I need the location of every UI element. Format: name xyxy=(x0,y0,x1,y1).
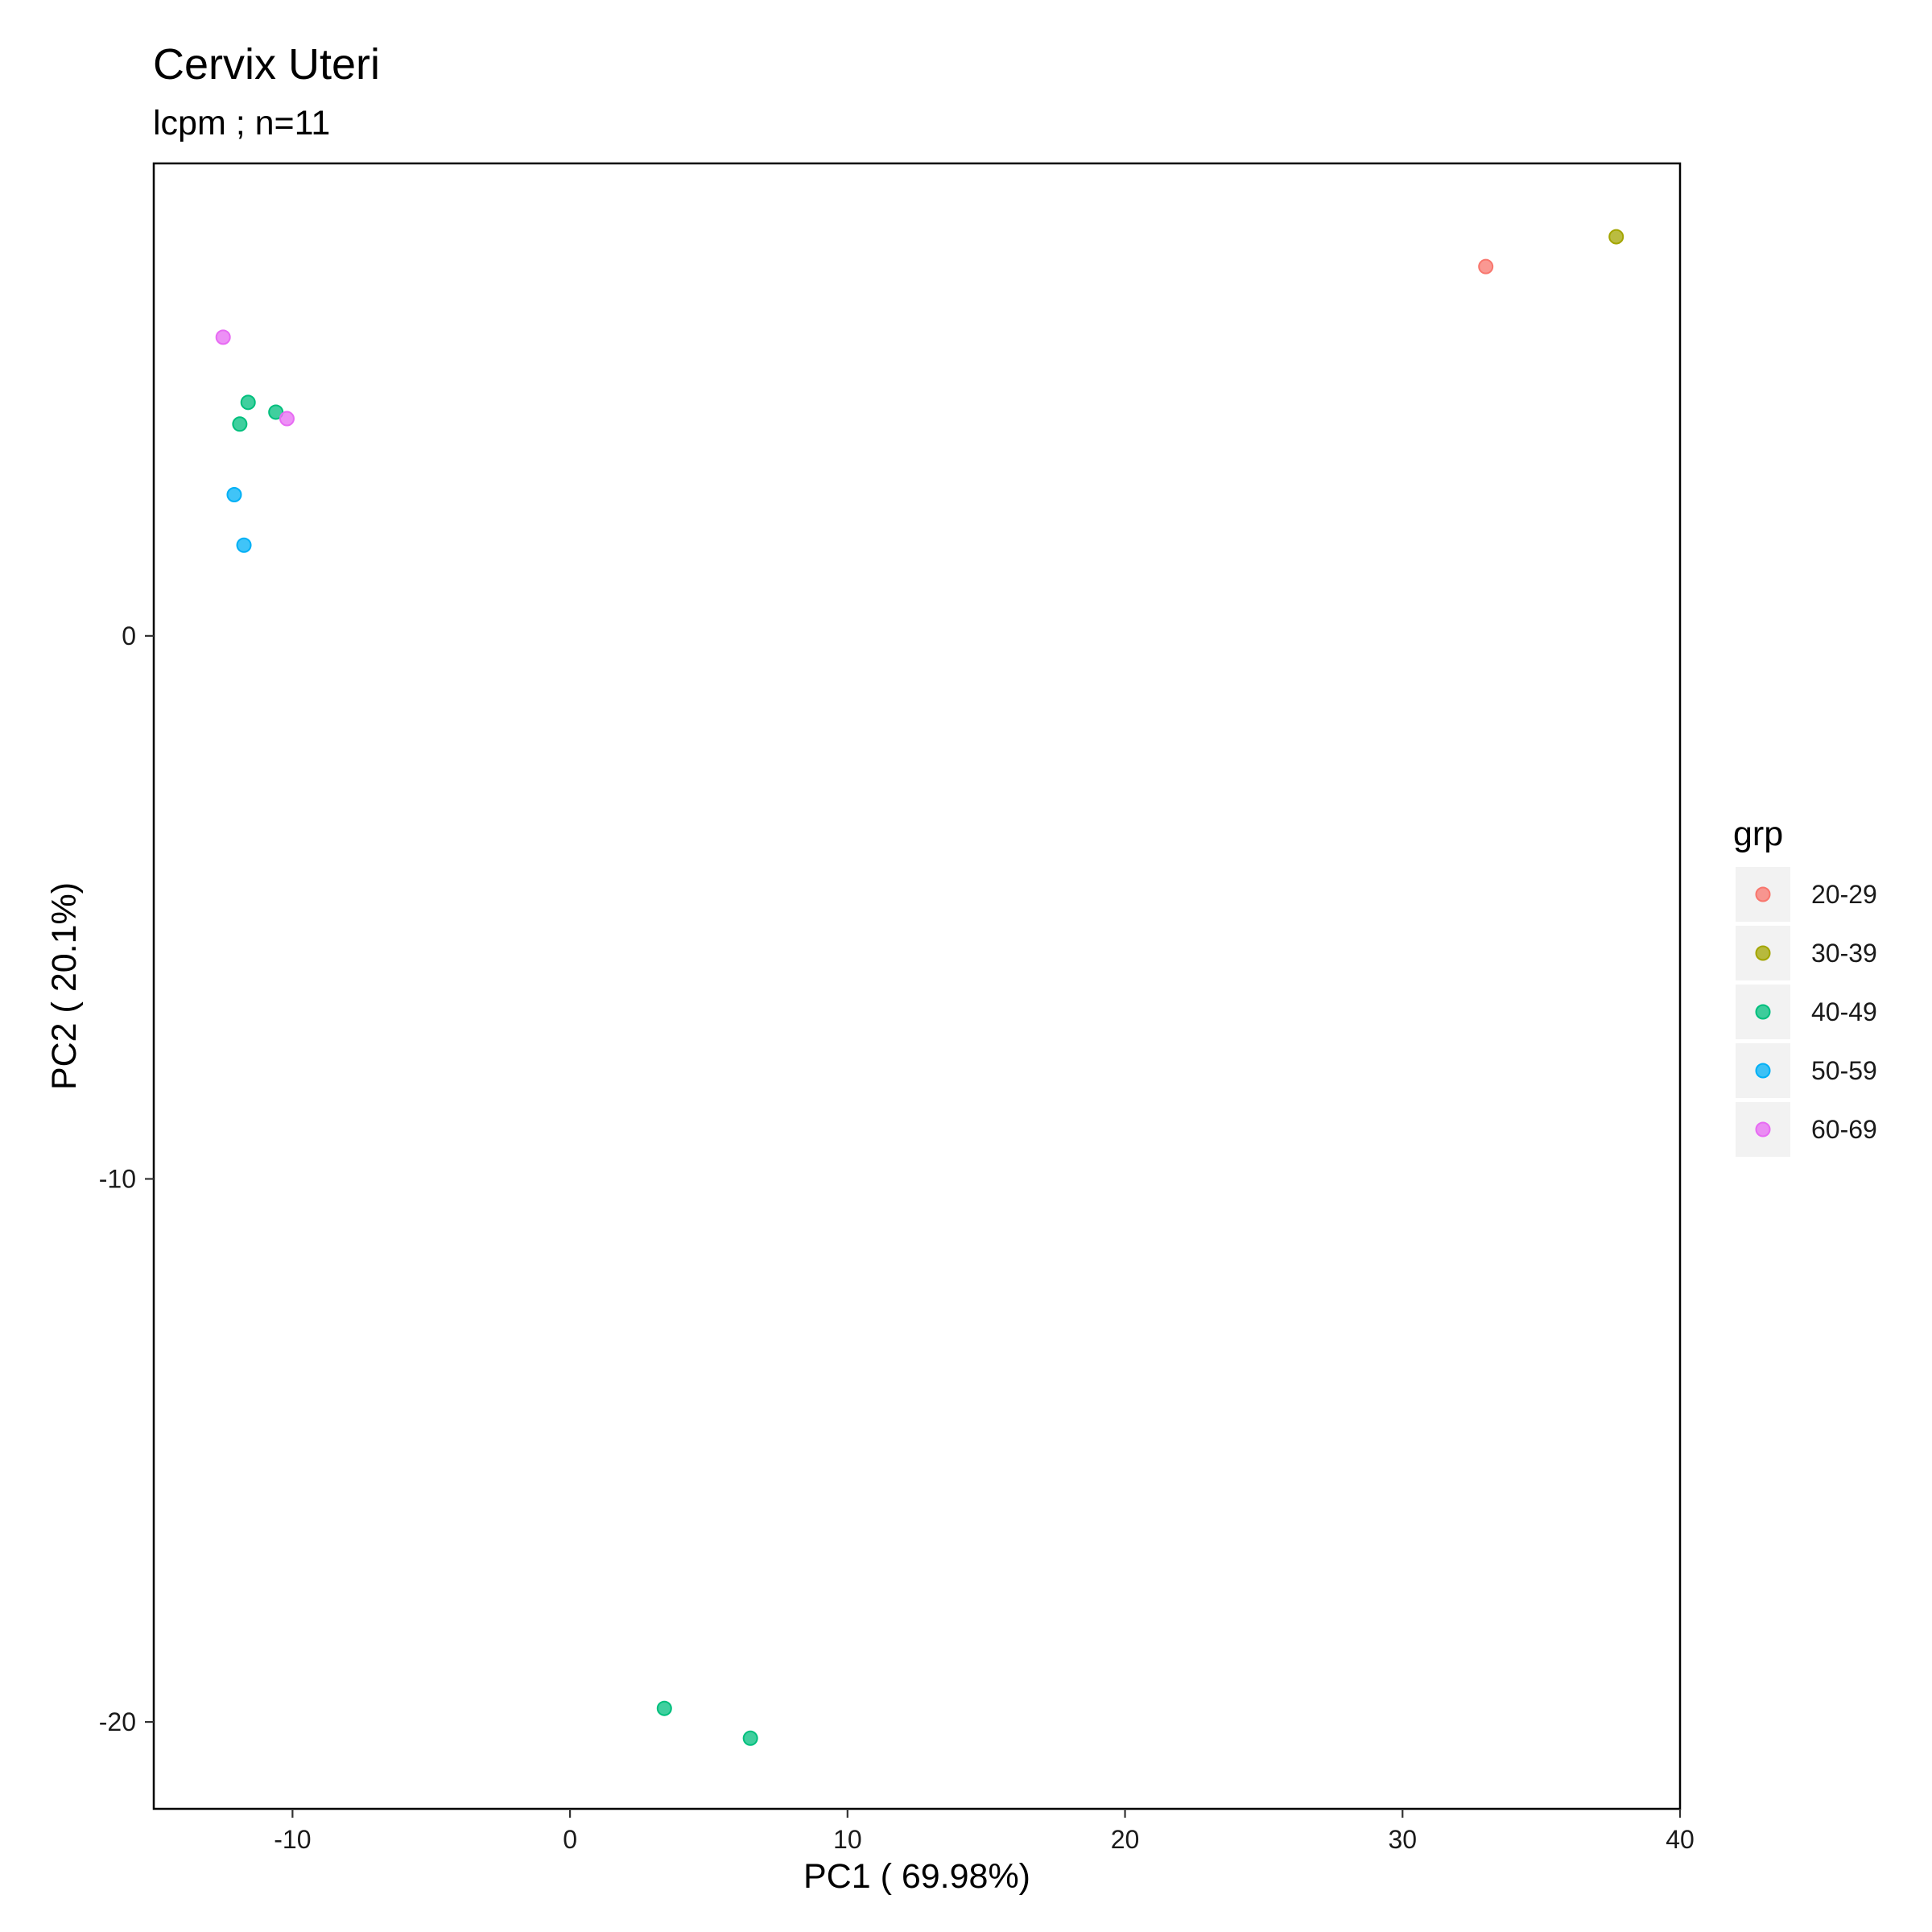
point-30-39 xyxy=(1608,229,1624,245)
point-40-49 xyxy=(656,1700,672,1716)
x-tick-label: 0 xyxy=(563,1825,577,1854)
legend-label-60-69: 60-69 xyxy=(1811,1115,1877,1144)
point-20-29 xyxy=(1478,258,1494,275)
point-40-49 xyxy=(232,416,248,432)
y-tick-label: 0 xyxy=(122,621,136,650)
legend-swatch-20-29 xyxy=(1755,886,1771,902)
legend-label-20-29: 20-29 xyxy=(1811,880,1877,909)
y-axis: -20 -10 0 xyxy=(99,621,154,1736)
legend: grp 20-29 30-39 40-49 50-59 60-69 xyxy=(1733,815,1877,1157)
y-tick-label: -10 xyxy=(99,1164,136,1193)
legend-title: grp xyxy=(1733,815,1783,853)
x-axis: -10 0 10 20 30 40 xyxy=(274,1809,1695,1854)
chart-subtitle: lcpm ; n=11 xyxy=(153,104,330,142)
point-60-69 xyxy=(279,411,295,427)
y-axis-title: PC2 ( 20.1%) xyxy=(45,882,84,1090)
point-50-59 xyxy=(236,537,252,553)
legend-swatch-40-49 xyxy=(1755,1004,1771,1020)
x-tick-label: 20 xyxy=(1111,1825,1140,1854)
legend-swatch-50-59 xyxy=(1755,1063,1771,1079)
data-points xyxy=(215,229,1624,1746)
plot-panel xyxy=(152,162,1682,1810)
point-40-49 xyxy=(268,404,284,420)
y-tick-label: -20 xyxy=(99,1707,136,1736)
x-tick-label: 30 xyxy=(1388,1825,1417,1854)
point-40-49 xyxy=(240,394,256,411)
legend-swatch-60-69 xyxy=(1755,1121,1771,1137)
legend-label-50-59: 50-59 xyxy=(1811,1056,1877,1085)
chart-title: Cervix Uteri xyxy=(153,40,380,89)
legend-label-30-39: 30-39 xyxy=(1811,939,1877,968)
point-40-49 xyxy=(742,1730,758,1746)
point-60-69 xyxy=(215,329,231,345)
x-tick-label: 10 xyxy=(833,1825,862,1854)
legend-label-40-49: 40-49 xyxy=(1811,997,1877,1026)
point-50-59 xyxy=(226,486,242,502)
x-tick-label: 40 xyxy=(1666,1825,1695,1854)
x-tick-label: -10 xyxy=(274,1825,311,1854)
x-axis-title: PC1 ( 69.98%) xyxy=(803,1857,1030,1896)
legend-swatch-30-39 xyxy=(1755,945,1771,961)
